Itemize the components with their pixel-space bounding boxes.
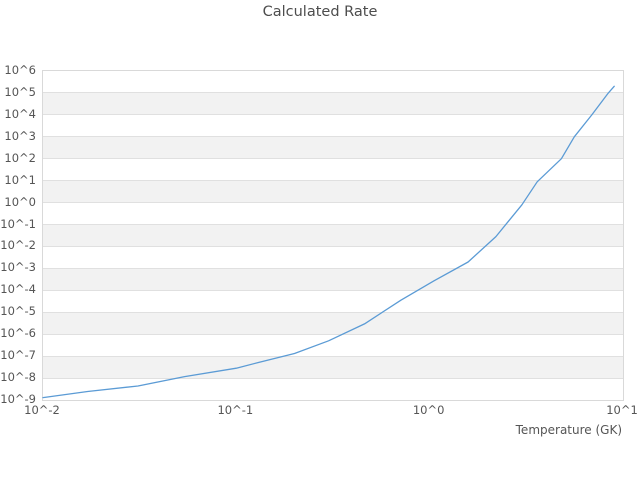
gridline: [43, 355, 623, 357]
y-tick-label: 10^5: [4, 84, 36, 99]
y-tick-label: 10^-3: [0, 260, 36, 275]
y-tick-label: 10^1: [4, 172, 36, 187]
y-tick-label: 10^-2: [0, 238, 36, 253]
gridline: [43, 224, 623, 226]
band: [43, 158, 623, 181]
band: [43, 224, 623, 247]
x-tick-label: 10^0: [412, 403, 445, 417]
x-tick-label: 10^-1: [217, 403, 254, 417]
band: [43, 136, 623, 159]
band: [43, 312, 623, 335]
gridline: [43, 333, 623, 335]
band: [43, 290, 623, 313]
y-tick-label: 10^-6: [0, 326, 36, 341]
y-axis-tick-labels: 10^6 10^5 10^4 10^3 10^2 10^1 10^0 10^-1 10^-2 10…: [0, 0, 37, 480]
gridline: [43, 202, 623, 204]
band: [43, 71, 623, 93]
band: [43, 356, 623, 379]
gridline: [43, 311, 623, 313]
x-tick-label: 10^1: [606, 403, 638, 417]
band: [43, 114, 623, 137]
calculated-rate-line: [42, 85, 615, 399]
gridline: [43, 158, 623, 160]
y-tick-label: 10^-7: [0, 348, 36, 363]
x-tick-label: 10^-2: [24, 403, 60, 417]
band: [43, 92, 623, 115]
band: [43, 246, 623, 269]
y-tick-label: 10^0: [4, 194, 36, 209]
band: [43, 202, 623, 225]
x-axis-label: Temperature (GK): [515, 423, 622, 437]
line-series-layer: [42, 85, 615, 399]
gridline: [43, 245, 623, 247]
gridline: [43, 289, 623, 291]
y-tick-label: 10^-9: [0, 392, 36, 406]
band: [43, 180, 623, 203]
y-tick-label: 10^2: [4, 150, 36, 165]
y-tick-label: 10^6: [4, 63, 36, 77]
gridline: [43, 92, 623, 94]
gridline: [43, 114, 623, 116]
band: [43, 268, 623, 291]
gridline: [43, 267, 623, 269]
y-tick-label: 10^-1: [0, 216, 36, 231]
band: [43, 334, 623, 357]
gridline: [43, 180, 623, 182]
gridline: [43, 136, 623, 138]
y-tick-label: 10^3: [4, 128, 36, 143]
plot-area: [42, 70, 624, 401]
x-axis-tick-labels: 10^-2 10^-1 10^0 10^1: [0, 403, 640, 419]
y-tick-label: 10^-8: [0, 370, 36, 385]
y-tick-label: 10^-4: [0, 282, 36, 297]
y-tick-label: 10^-5: [0, 304, 36, 319]
band: [43, 378, 623, 400]
gridline: [43, 377, 623, 379]
y-tick-label: 10^4: [4, 106, 36, 121]
chart-title: Calculated Rate: [262, 4, 378, 20]
